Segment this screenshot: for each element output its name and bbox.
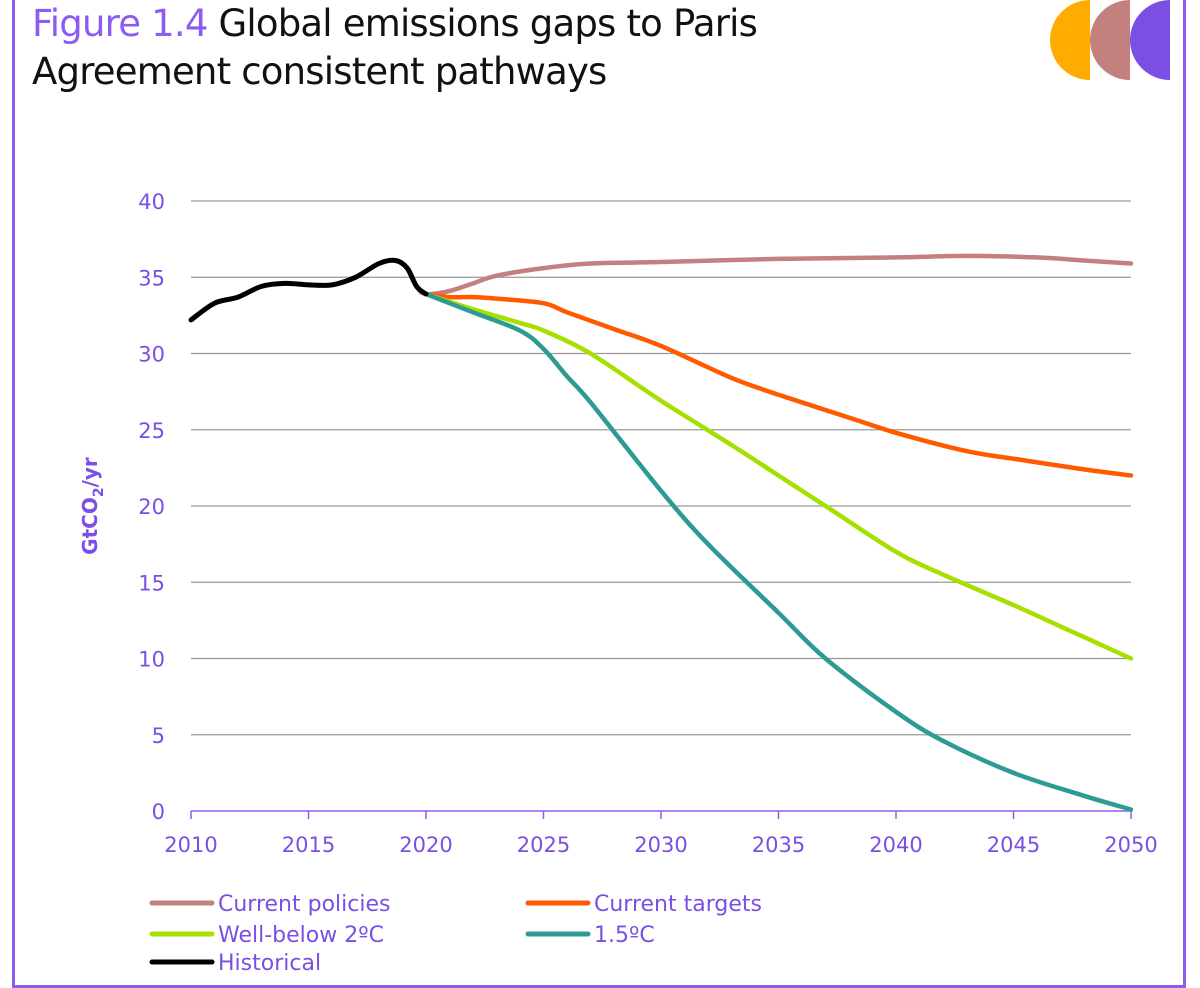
- x-tick-2035: 2035: [752, 833, 805, 857]
- x-tick-2010: 2010: [164, 833, 217, 857]
- grid-lines: [191, 200, 1131, 736]
- x-axis: [190, 810, 1132, 819]
- y-axis-label-main: GtCO: [78, 497, 102, 555]
- logo-purple-half-disc: [1130, 0, 1170, 80]
- figure-title: Figure 1.4 Global emissions gaps to Pari…: [32, 0, 758, 96]
- legend-label-current-targets: Current targets: [594, 892, 762, 917]
- y-tick-5: 5: [152, 724, 165, 748]
- logo-orange-half-disc: [1050, 0, 1090, 80]
- x-tick-2040: 2040: [869, 833, 922, 857]
- series-line-current-policies: [404, 253, 1134, 297]
- figure-label: Figure 1.4: [32, 2, 208, 45]
- y-tick-40: 40: [138, 190, 165, 214]
- ccc-logo: [1050, 0, 1170, 80]
- series-line-1-5-c: [423, 291, 1134, 812]
- x-tick-labels: 2010 2015 2020 2025 2030 2035 2040 2045 2050: [164, 833, 1157, 857]
- y-tick-0: 0: [152, 800, 165, 824]
- y-axis-label-suffix: /yr: [78, 457, 102, 487]
- y-tick-labels: 0 5 10 15 20 25 30 35 40: [138, 190, 165, 824]
- title-line-1: Global emissions gaps to Paris: [218, 2, 758, 45]
- x-tick-2020: 2020: [399, 833, 452, 857]
- y-tick-10: 10: [138, 648, 165, 672]
- series-lines: [188, 253, 1134, 812]
- y-tick-25: 25: [138, 419, 165, 443]
- x-tick-2015: 2015: [282, 833, 335, 857]
- y-tick-20: 20: [138, 495, 165, 519]
- x-tick-2025: 2025: [517, 833, 570, 857]
- y-tick-30: 30: [138, 343, 165, 367]
- legend-label-well-below-2-c: Well-below 2ºC: [218, 923, 384, 948]
- y-axis-label: GtCO2/yr: [78, 457, 107, 555]
- legend-label-historical: Historical: [218, 951, 321, 976]
- x-tick-2050: 2050: [1104, 833, 1157, 857]
- legend-label-current-policies: Current policies: [218, 892, 390, 917]
- title-line-2: Agreement consistent pathways: [32, 50, 607, 93]
- x-tick-2030: 2030: [634, 833, 687, 857]
- legend-label-1-5-c: 1.5ºC: [594, 923, 655, 948]
- y-axis-label-subscript: 2: [91, 487, 107, 497]
- y-tick-35: 35: [138, 266, 165, 290]
- series-line-historical: [188, 257, 429, 323]
- series-line-well-below-2-c: [423, 291, 1134, 661]
- series-line-current-targets: [423, 291, 1134, 478]
- logo-pink-half-disc: [1090, 0, 1130, 80]
- y-tick-15: 15: [138, 571, 165, 595]
- x-tick-2045: 2045: [987, 833, 1040, 857]
- legend: Current policies Current targets Well-belo…: [149, 892, 762, 976]
